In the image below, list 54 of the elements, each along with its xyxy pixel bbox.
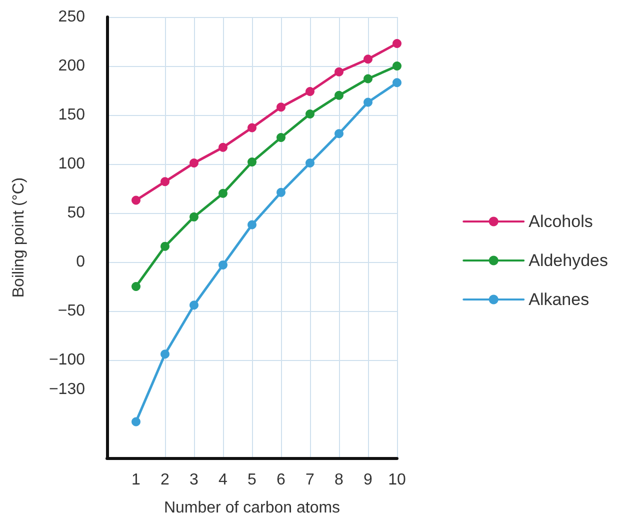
x-tick-label: 9 [364, 472, 373, 488]
point [160, 350, 170, 359]
x-tick-label: 3 [190, 472, 199, 488]
y-tick-label: −130 [48, 380, 86, 398]
point [132, 417, 140, 426]
y-tick-label: −100 [48, 352, 86, 368]
point [306, 86, 314, 96]
point [364, 54, 372, 64]
point [334, 67, 344, 76]
x-tick-label: 7 [306, 472, 315, 488]
point [132, 196, 140, 205]
point [306, 158, 314, 168]
y-tick-label: 50 [67, 204, 86, 222]
y-tick-label: 250 [58, 8, 86, 26]
point [392, 38, 402, 48]
point [190, 158, 198, 168]
point [218, 142, 228, 152]
point [218, 260, 228, 270]
x-tick-label: 1 [132, 472, 141, 488]
legend-label: Alkanes [528, 290, 590, 309]
y-tick-label: 150 [58, 106, 86, 124]
point [276, 188, 286, 197]
point [364, 74, 372, 84]
point [392, 78, 402, 88]
point [334, 129, 344, 138]
y-axis-title: Boiling point (°C) [10, 177, 28, 298]
point [190, 212, 198, 222]
y-tick-label: 100 [58, 156, 86, 172]
point [392, 62, 402, 70]
point [306, 110, 314, 119]
x-tick-label: 8 [334, 472, 344, 488]
legend-label: Alcohols [528, 212, 593, 231]
point [160, 242, 170, 251]
point [364, 98, 372, 107]
x-tick-label: 6 [276, 472, 286, 488]
point [248, 123, 256, 132]
x-tick-label: 10 [388, 472, 406, 488]
legend-label: Aldehydes [528, 251, 608, 270]
point [132, 282, 140, 291]
point [248, 220, 256, 230]
point [160, 177, 170, 186]
x-tick-label: 2 [160, 472, 170, 488]
y-tick-label: −50 [58, 302, 86, 320]
point [218, 188, 228, 198]
point [334, 90, 344, 100]
point [276, 102, 286, 112]
x-tick-label: 4 [218, 472, 228, 488]
point [248, 158, 256, 167]
point [276, 133, 286, 142]
y-tick-label: 200 [58, 58, 86, 74]
y-tick-label: 0 [76, 254, 86, 270]
x-axis-title: Number of carbon atoms [164, 500, 340, 516]
x-tick-label: 5 [248, 472, 257, 488]
point [190, 300, 198, 310]
